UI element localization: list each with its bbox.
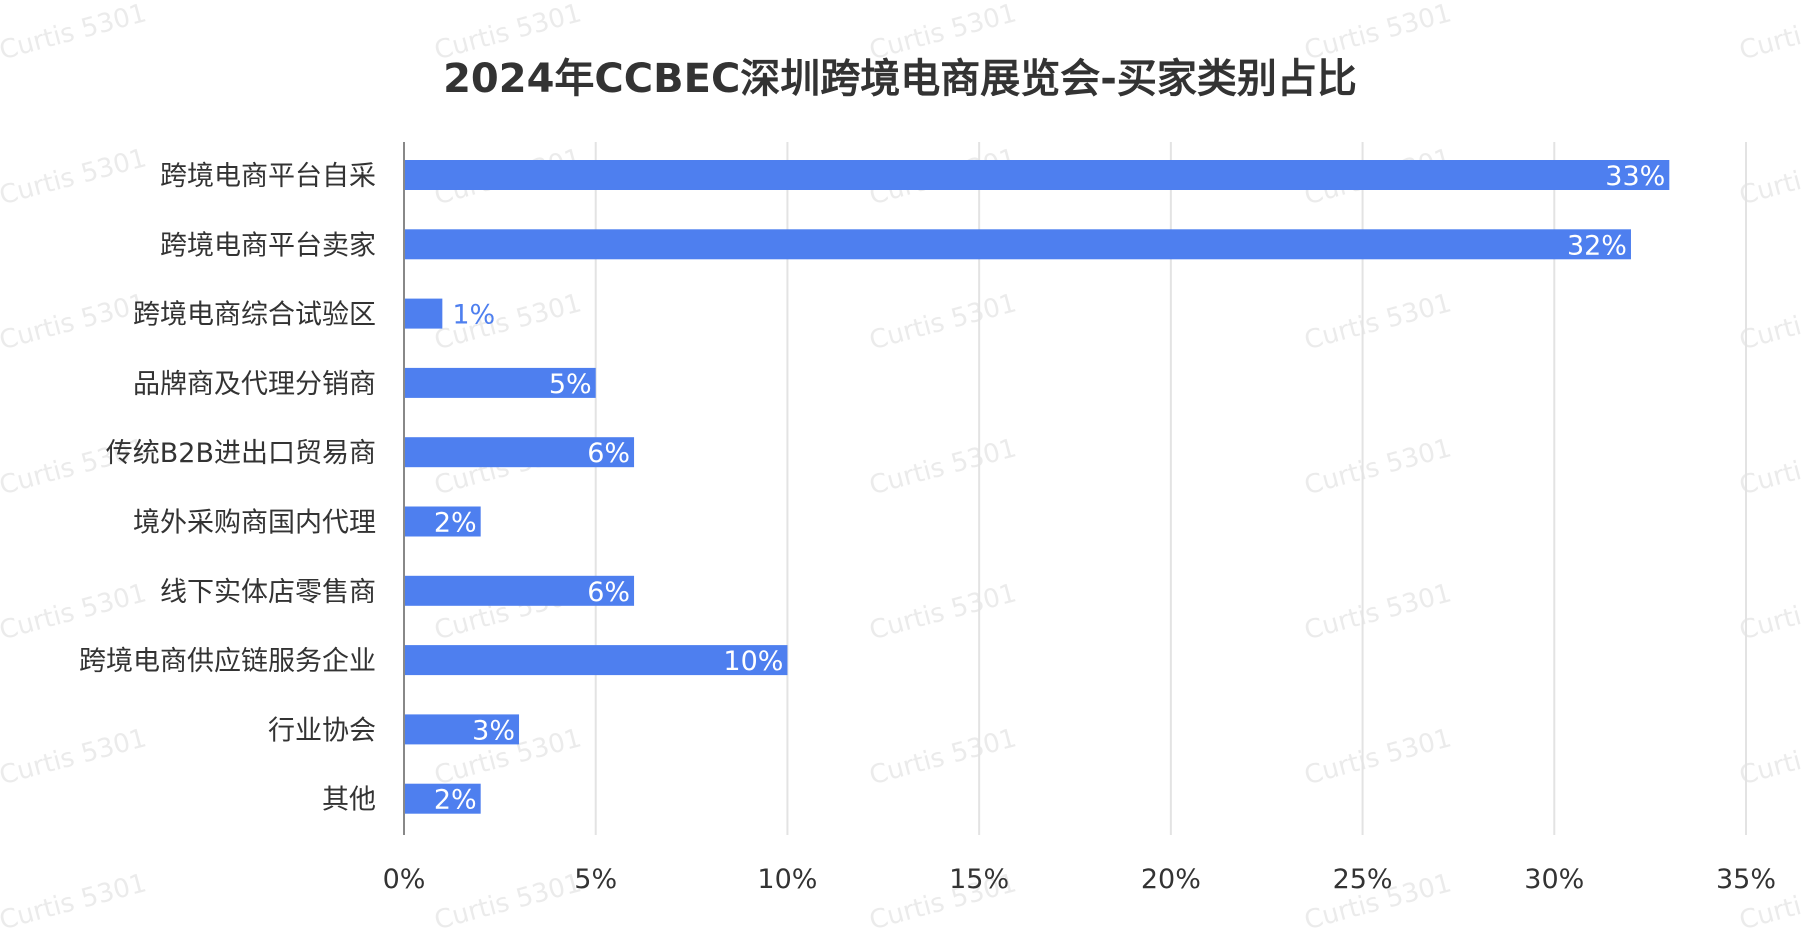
data-labels: 33% 32% 1% 5% 6% 2% 6% 10% 3% 2% [434, 161, 1665, 816]
data-label: 2% [434, 508, 477, 539]
category-label: 跨境电商综合试验区 [133, 300, 376, 331]
x-tick-label: 5% [574, 864, 617, 895]
watermark-text: Curtis 5301 [0, 723, 150, 791]
category-label: 其他 [322, 785, 376, 816]
bar [404, 783, 481, 814]
category-label: 行业协会 [268, 715, 376, 746]
watermark-text: Curtis 5301 [0, 0, 150, 66]
bar [404, 298, 443, 329]
x-tick-label: 20% [1141, 864, 1201, 895]
data-label: 32% [1567, 230, 1627, 261]
bar [404, 367, 596, 398]
category-label: 境外采购商国内代理 [133, 508, 376, 539]
x-tick-label: 15% [949, 864, 1009, 895]
watermark-text: Curtis 5301 [0, 868, 150, 936]
watermark-text: Curtis 5301 [1736, 0, 1801, 66]
watermark-text: Curtis 5301 [866, 578, 1019, 646]
watermark-text: Curtis 5301 [1301, 433, 1454, 501]
data-label: 2% [434, 785, 477, 816]
data-label: 6% [587, 438, 630, 469]
bar [404, 229, 1631, 260]
category-label: 传统B2B进出口贸易商 [106, 438, 376, 469]
bar [404, 160, 1670, 190]
watermark-text: Curtis 5301 [1301, 288, 1454, 356]
data-label: 3% [472, 715, 515, 746]
category-label: 跨境电商平台自采 [160, 161, 376, 192]
data-label: 5% [549, 369, 592, 400]
bar [404, 575, 635, 606]
bar [404, 714, 520, 745]
bar [404, 506, 481, 537]
watermark-text: Curtis 5301 [1301, 723, 1454, 791]
watermark-text: Curtis 5301 [866, 433, 1019, 501]
category-label: 跨境电商供应链服务企业 [79, 646, 376, 677]
data-label: 33% [1605, 161, 1665, 192]
bar [404, 645, 788, 676]
bar [404, 437, 635, 468]
bars [404, 160, 1670, 814]
x-tick-labels: 0% 5% 10% 15% 20% 25% 30% 35% [383, 864, 1776, 895]
category-labels: 跨境电商平台自采跨境电商平台卖家跨境电商综合试验区品牌商及代理分销商传统B2B进… [79, 161, 376, 816]
chart-title: 2024年CCBEC深圳跨境电商展览会-买家类别占比 [443, 56, 1357, 102]
x-tick-label: 30% [1524, 864, 1584, 895]
data-label: 6% [587, 577, 630, 608]
x-tick-label: 0% [383, 864, 426, 895]
x-tick-label: 35% [1716, 864, 1776, 895]
watermark-text: Curtis 5301 [866, 723, 1019, 791]
watermark-text: Curtis 5301 [0, 578, 150, 646]
watermark-text: Curtis 5301 [0, 143, 150, 211]
watermark-text: Curtis 5301 [0, 288, 150, 356]
category-label: 品牌商及代理分销商 [133, 369, 376, 400]
category-label: 跨境电商平台卖家 [160, 230, 376, 261]
category-label: 线下实体店零售商 [160, 577, 376, 608]
watermark-text: Curtis 5301 [866, 288, 1019, 356]
data-label: 10% [723, 646, 783, 677]
x-tick-label: 10% [757, 864, 817, 895]
data-label: 1% [452, 300, 495, 331]
x-tick-label: 25% [1333, 864, 1393, 895]
watermark-text: Curtis 5301 [431, 868, 584, 936]
watermark-text: Curtis 5301 [1301, 578, 1454, 646]
